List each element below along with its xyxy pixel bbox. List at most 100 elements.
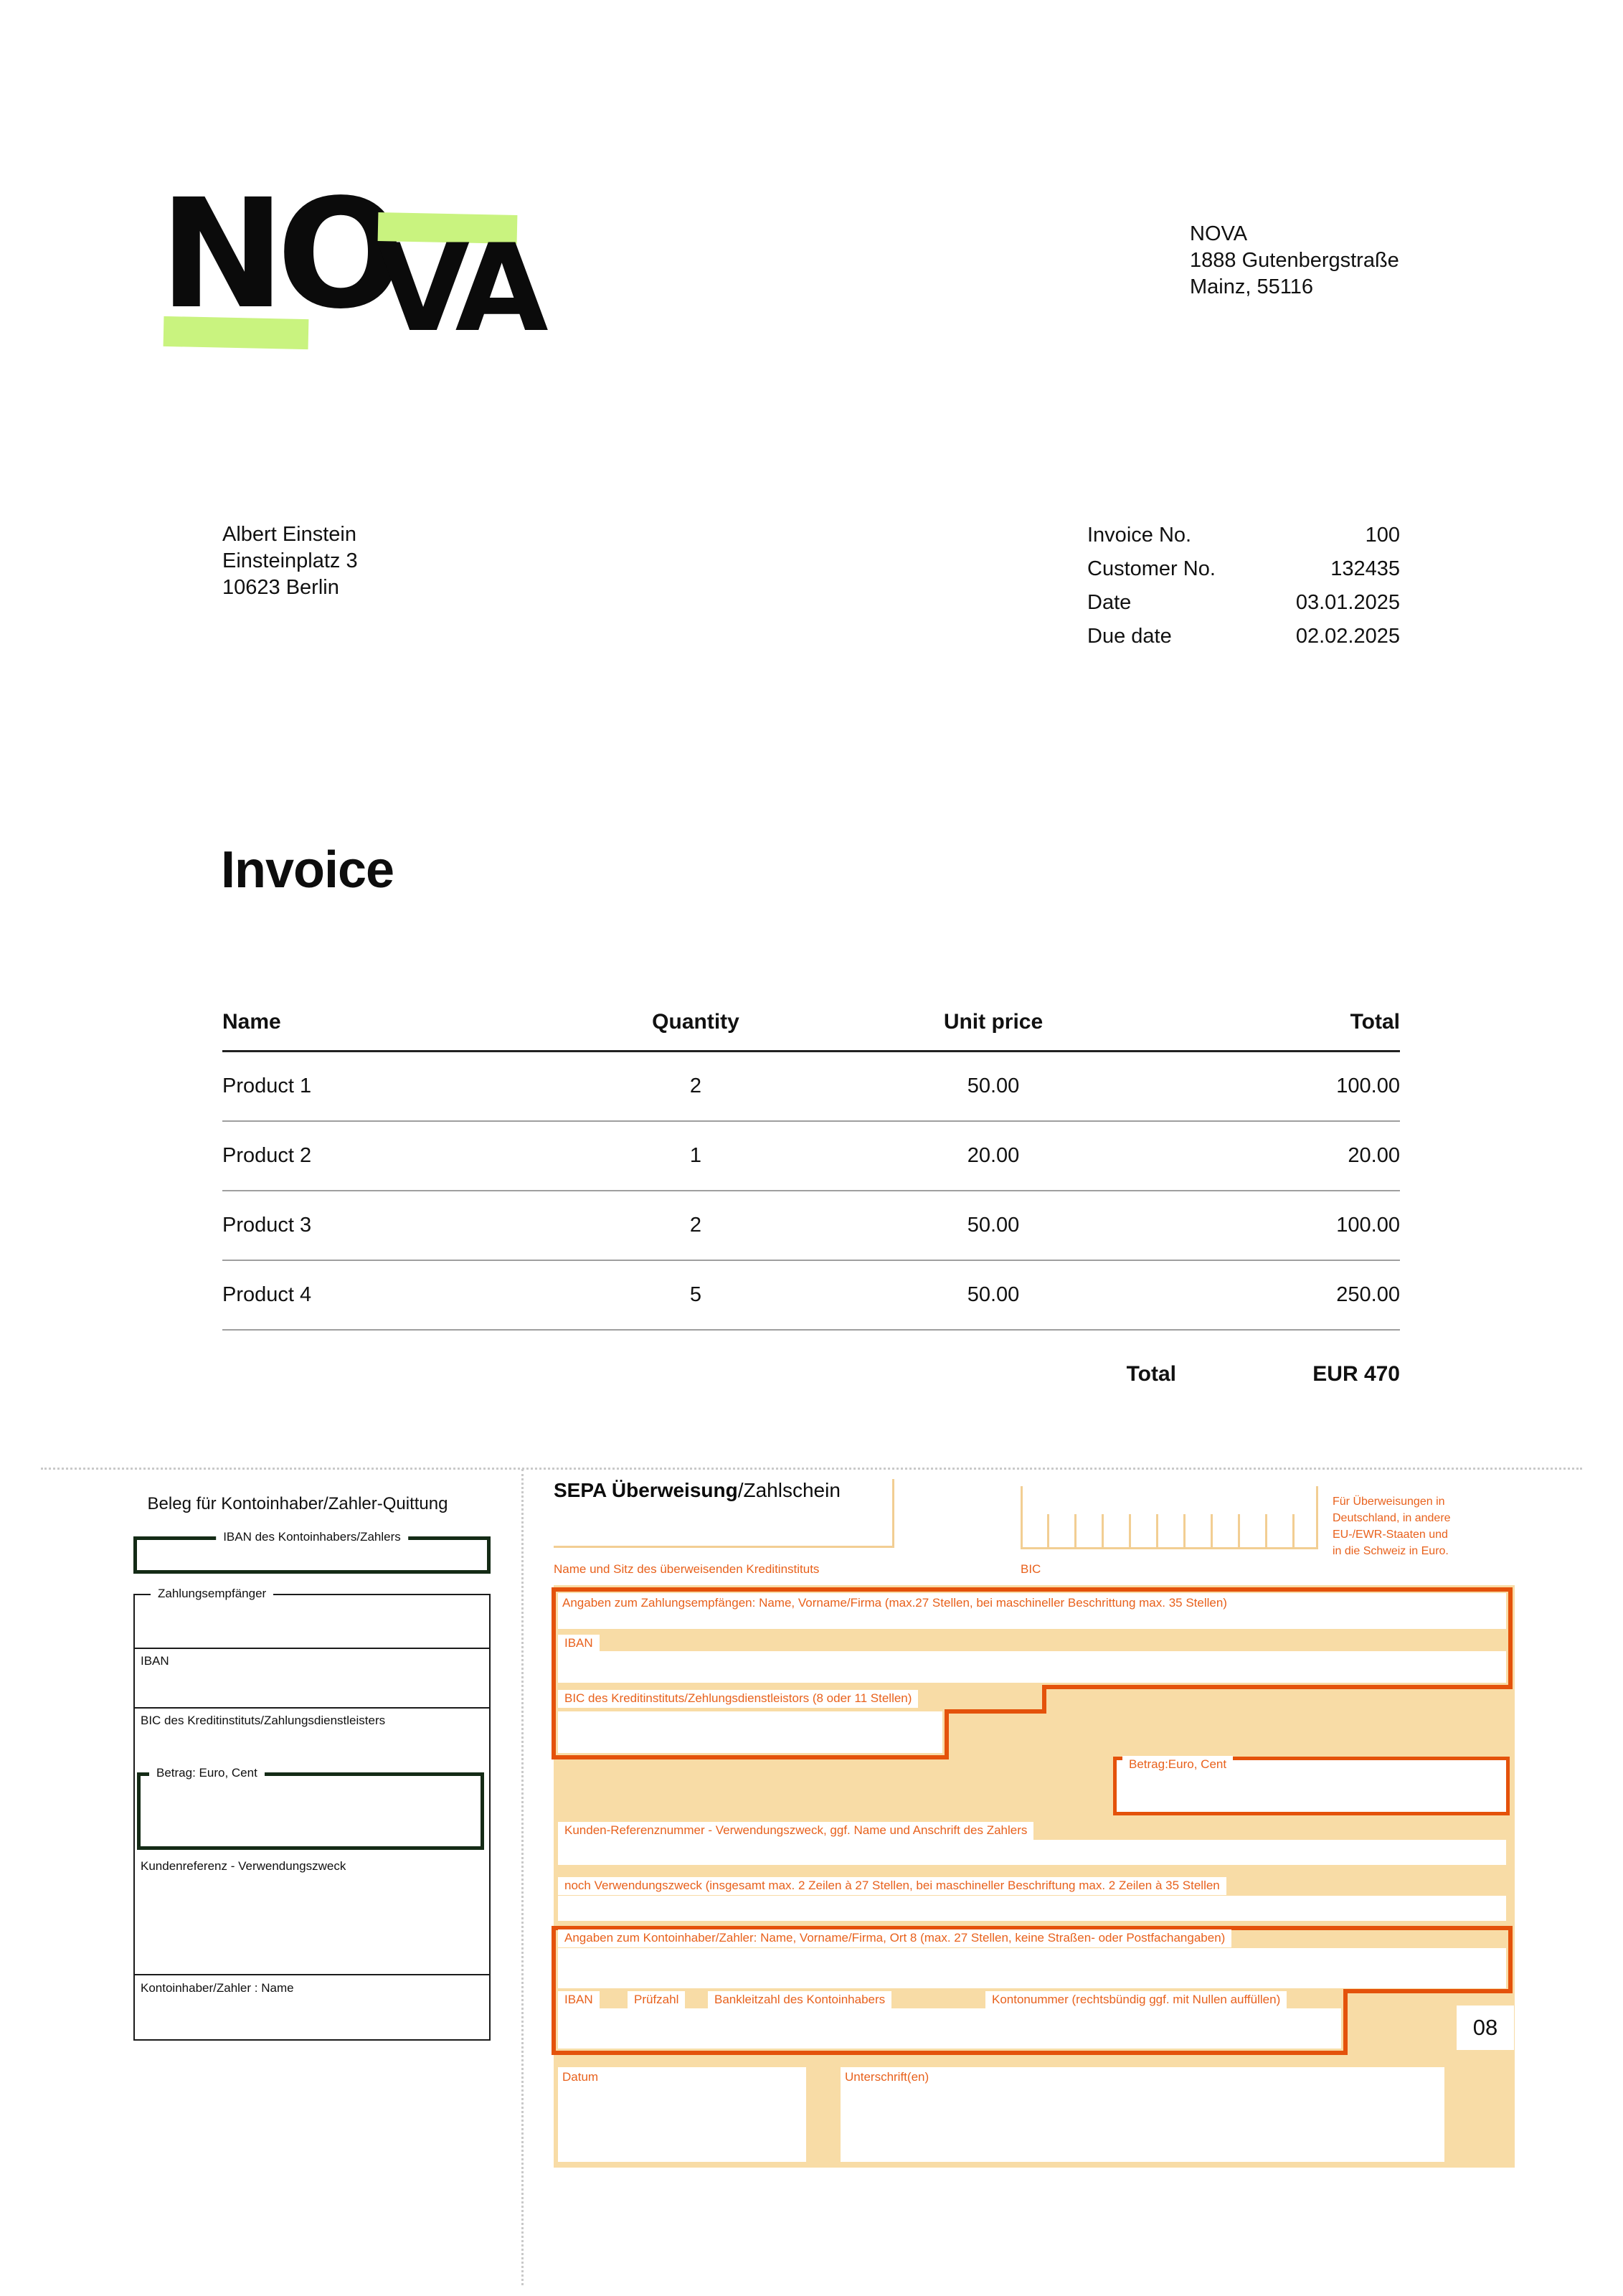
sepa-noch-field[interactable] bbox=[558, 1896, 1506, 1921]
company-name: NOVA bbox=[1190, 222, 1248, 245]
meta-label: Customer No. bbox=[1087, 557, 1216, 580]
sepa-datum-field[interactable]: Datum bbox=[558, 2067, 806, 2162]
table-row: Product 3 2 50.00 100.00 bbox=[222, 1191, 1400, 1261]
cell-qty: 2 bbox=[689, 1074, 702, 1097]
receipt-divider bbox=[135, 1707, 489, 1709]
customer-city: 10623 Berlin bbox=[222, 576, 339, 599]
col-header-unit-price: Unit price bbox=[943, 1010, 1044, 1034]
sepa-betrag-box[interactable]: Betrag:Euro, Cent bbox=[1113, 1756, 1510, 1815]
comb-tick bbox=[1211, 1514, 1213, 1547]
receipt-title: Beleg für Kontoinhaber/Zahler-Quittung bbox=[147, 1494, 448, 1513]
receipt-zahlungsempfaenger-field[interactable] bbox=[135, 1595, 489, 1648]
sepa-kontonummer-label: Kontonummer (rechtsbündig ggf. mit Nulle… bbox=[985, 1991, 1287, 2009]
meta-row-customer-no: Customer No. 132435 bbox=[1087, 557, 1400, 591]
note-line: EU-/EWR-Staaten und bbox=[1333, 1529, 1448, 1541]
sepa-bank-field[interactable] bbox=[554, 1479, 894, 1548]
note-line: in die Schweiz in Euro. bbox=[1333, 1545, 1449, 1557]
vertical-divider bbox=[521, 1469, 524, 2285]
sepa-iban-field[interactable] bbox=[558, 1651, 1506, 1683]
meta-label: Date bbox=[1087, 591, 1132, 614]
sepa-form-borders bbox=[552, 1587, 1513, 2055]
comb-tick bbox=[1156, 1514, 1158, 1547]
receipt-betrag-legend: Betrag: Euro, Cent bbox=[149, 1766, 265, 1780]
receipt-divider bbox=[135, 1648, 489, 1649]
cell-price: 50.00 bbox=[967, 1283, 1020, 1306]
logo-text-no: NO bbox=[159, 166, 404, 342]
receipt-iban-box-legend: IBAN des Kontoinhabers/Zahlers bbox=[216, 1530, 408, 1544]
comb-tick bbox=[1129, 1514, 1131, 1547]
meta-label: Due date bbox=[1087, 625, 1172, 648]
cell-qty: 5 bbox=[689, 1283, 702, 1306]
receipt-bic-field[interactable] bbox=[135, 1709, 489, 1772]
page-title: Invoice bbox=[221, 841, 394, 899]
sepa-iban-label: IBAN bbox=[558, 1635, 600, 1653]
meta-value: 02.02.2025 bbox=[1295, 625, 1400, 648]
logo-text-va: VA bbox=[377, 218, 549, 359]
comb-tick bbox=[1047, 1514, 1049, 1547]
sepa-iban2-label: IBAN bbox=[558, 1991, 600, 2009]
sepa-note: Für Überweisungen in Deutschland, in and… bbox=[1333, 1493, 1526, 1559]
sepa-bic-field-label: BIC des Kreditinstituts/Zehlungsdienstle… bbox=[558, 1690, 919, 1708]
sepa-pruefzahl-label: Prüfzahl bbox=[628, 1991, 686, 2009]
total-label: Total bbox=[1126, 1362, 1176, 1386]
sepa-empfaenger-field[interactable]: Angaben zum Zahlungsempfängen: Name, Vor… bbox=[558, 1593, 1506, 1629]
sepa-unterschrift-field[interactable]: Unterschrift(en) bbox=[841, 2067, 1444, 2162]
receipt-divider bbox=[135, 1974, 489, 1975]
receipt-iban-field[interactable] bbox=[135, 1649, 489, 1707]
receipt-iban-box[interactable]: IBAN des Kontoinhabers/Zahlers bbox=[133, 1530, 491, 1574]
sepa-kundenref-label: Kunden-Referenznummer - Verwendungszweck… bbox=[558, 1822, 1034, 1840]
receipt-kundenreferenz-label: Kundenreferenz - Verwendungszweck bbox=[141, 1859, 346, 1873]
items-table: Name Quantity Unit price Total Product 1… bbox=[222, 1010, 1400, 1386]
company-address: NOVA 1888 Gutenbergstraße Mainz, 55116 bbox=[1190, 221, 1399, 301]
comb-tick bbox=[1292, 1514, 1295, 1547]
cell-price: 20.00 bbox=[967, 1144, 1020, 1167]
cell-price: 50.00 bbox=[967, 1074, 1020, 1097]
sepa-kontonummer-field[interactable] bbox=[558, 2008, 1341, 2049]
cell-total: 250.00 bbox=[1336, 1283, 1400, 1306]
invoice-meta: Invoice No. 100 Customer No. 132435 Date… bbox=[1087, 524, 1400, 658]
receipt-kontoinhaber-label: Kontoinhaber/Zahler : Name bbox=[141, 1981, 294, 1995]
cell-name: Product 2 bbox=[222, 1144, 312, 1167]
comb-tick bbox=[1102, 1514, 1104, 1547]
sepa-title-rest: /Zahlschein bbox=[737, 1479, 841, 1501]
table-row: Product 4 5 50.00 250.00 bbox=[222, 1261, 1400, 1331]
cell-price: 50.00 bbox=[967, 1214, 1020, 1237]
sepa-bic-input[interactable] bbox=[558, 1711, 942, 1753]
cell-name: Product 4 bbox=[222, 1283, 312, 1306]
sepa-blz-label: Bankleitzahl des Kontoinhabers bbox=[708, 1991, 892, 2009]
meta-value: 132435 bbox=[1330, 557, 1400, 580]
col-header-quantity: Quantity bbox=[652, 1010, 739, 1034]
table-header-row: Name Quantity Unit price Total bbox=[222, 1010, 1400, 1052]
sepa-kontoinhaber-field[interactable] bbox=[558, 1948, 1506, 1988]
customer-address: Albert Einstein Einsteinplatz 3 10623 Be… bbox=[222, 521, 358, 601]
receipt-kundenreferenz-field[interactable] bbox=[135, 1853, 489, 1974]
note-line: Deutschland, in andere bbox=[1333, 1512, 1451, 1524]
sepa-unterschrift-label: Unterschrift(en) bbox=[845, 2070, 929, 2084]
sepa-kundenref-field[interactable] bbox=[558, 1840, 1506, 1865]
comb-tick bbox=[1183, 1514, 1186, 1547]
sepa-bic-comb-field[interactable] bbox=[1021, 1486, 1318, 1549]
receipt-fieldset: Zahlungsempfänger IBAN BIC des Kreditins… bbox=[133, 1587, 491, 2041]
receipt-bic-label: BIC des Kreditinstituts/Zahlungsdienstle… bbox=[141, 1714, 386, 1727]
table-row: Product 1 2 50.00 100.00 bbox=[222, 1052, 1400, 1122]
cell-total: 20.00 bbox=[1348, 1144, 1400, 1167]
receipt-betrag-box[interactable]: Betrag: Euro, Cent bbox=[137, 1766, 484, 1850]
receipt-kontoinhaber-field[interactable] bbox=[135, 1975, 489, 2039]
comb-tick bbox=[1238, 1514, 1240, 1547]
cell-qty: 2 bbox=[689, 1214, 702, 1237]
meta-row-date: Date 03.01.2025 bbox=[1087, 591, 1400, 625]
sepa-bic-label: BIC bbox=[1021, 1562, 1041, 1576]
form-page-number: 08 bbox=[1457, 2006, 1514, 2050]
col-header-total: Total bbox=[1350, 1010, 1400, 1034]
sepa-noch-label: noch Verwendungszweck (insgesamt max. 2 … bbox=[558, 1877, 1226, 1895]
customer-name: Albert Einstein bbox=[222, 523, 356, 546]
cell-total: 100.00 bbox=[1336, 1214, 1400, 1237]
receipt-fieldset-legend: Zahlungsempfänger bbox=[151, 1587, 274, 1601]
meta-row-invoice-no: Invoice No. 100 bbox=[1087, 524, 1400, 557]
meta-row-due-date: Due date 02.02.2025 bbox=[1087, 625, 1400, 658]
sepa-empfaenger-label: Angaben zum Zahlungsempfängen: Name, Vor… bbox=[562, 1596, 1227, 1610]
col-header-name: Name bbox=[222, 1010, 281, 1034]
sepa-betrag-label: Betrag:Euro, Cent bbox=[1122, 1756, 1234, 1774]
sepa-title-bold: SEPA Überweisung bbox=[554, 1479, 738, 1501]
company-street: 1888 Gutenbergstraße bbox=[1190, 249, 1399, 272]
